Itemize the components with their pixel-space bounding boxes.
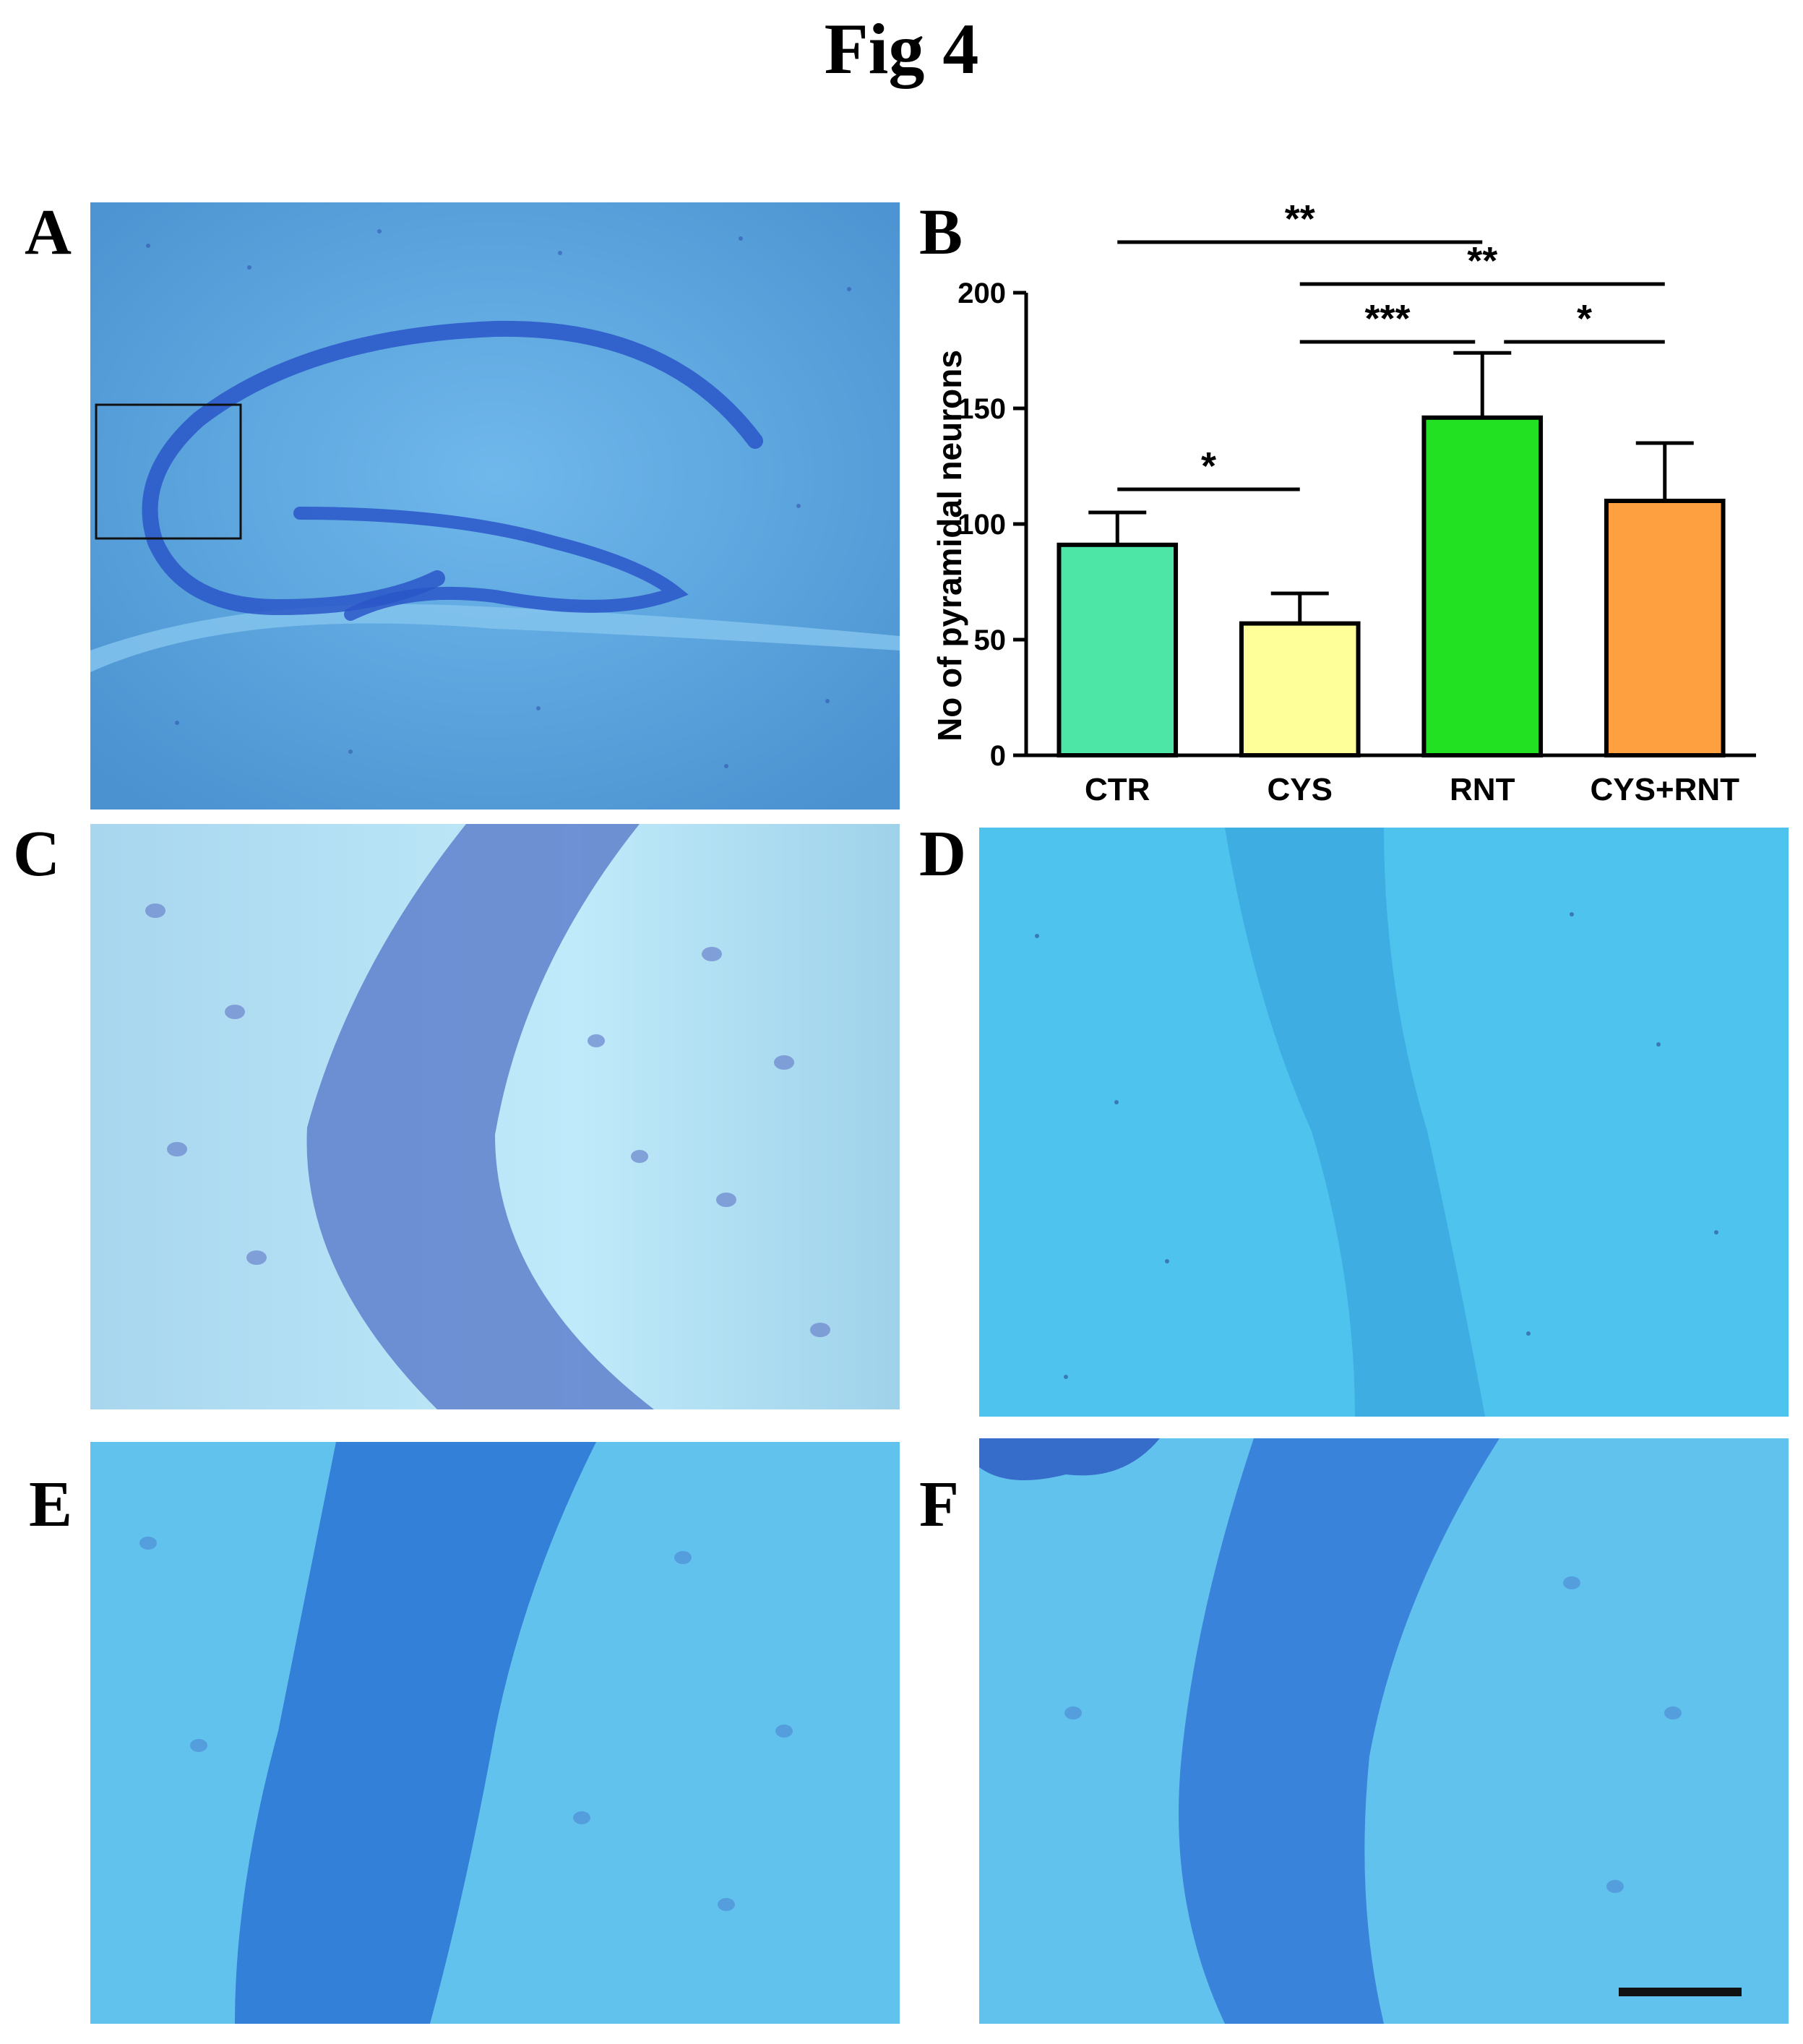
hippocampus-micrograph	[90, 202, 900, 810]
y-axis-label: No of pyramidal neurons	[931, 350, 968, 742]
panel-label-b: B	[919, 197, 963, 268]
panel-label-d: D	[919, 818, 966, 890]
micrograph-panel-e	[90, 1442, 900, 2024]
x-tick-label: CYS	[1268, 772, 1333, 807]
scale-bar	[1619, 1988, 1742, 1996]
control-ca1-micrograph	[90, 824, 900, 1409]
panel-label-e: E	[29, 1469, 73, 1540]
panel-label-a: A	[25, 197, 72, 268]
micrograph-panel-d	[979, 828, 1789, 1417]
significance-label: *	[1201, 445, 1216, 488]
micrograph-panel-a	[90, 202, 900, 810]
x-tick-label: CTR	[1085, 772, 1150, 807]
bar-cys-rnt	[1604, 499, 1726, 757]
cys-rnt-ca1-micrograph	[979, 1438, 1789, 2024]
y-tick-label: 0	[990, 740, 1006, 772]
chart-significance: ******** *	[1117, 197, 1665, 491]
y-tick-label: 150	[958, 393, 1006, 425]
micrograph-panel-c	[90, 824, 900, 1409]
figure-title: Fig 4	[824, 9, 979, 89]
inset-box	[95, 403, 242, 540]
bar-ctr	[1057, 542, 1179, 757]
micrograph-panel-f	[979, 1438, 1789, 2024]
significance-label: ***	[1364, 297, 1410, 340]
rnt-ca1-micrograph	[90, 1442, 900, 2024]
x-tick-label: RNT	[1450, 772, 1515, 807]
significance-label: **	[1285, 197, 1315, 241]
bar-rnt	[1421, 415, 1544, 757]
bar-cys	[1239, 621, 1361, 757]
panel-label-f: F	[919, 1469, 959, 1540]
cys-ca1-micrograph	[979, 828, 1789, 1417]
chart-bars: CTR CYS RNT CYS+RNT	[1057, 351, 1739, 807]
panel-label-c: C	[13, 818, 60, 890]
x-tick-label: CYS+RNT	[1590, 772, 1739, 807]
significance-label: *	[1577, 297, 1592, 340]
significance-label: **	[1467, 239, 1497, 283]
y-tick-label: 50	[974, 624, 1007, 656]
y-tick-label: 200	[958, 278, 1006, 309]
y-tick-label: 100	[958, 509, 1006, 541]
